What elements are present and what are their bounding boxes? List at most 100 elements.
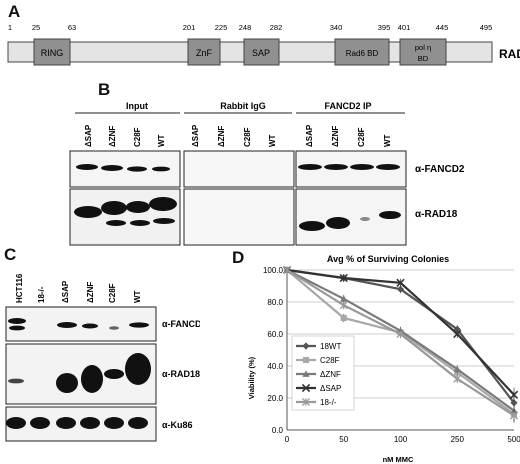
- legend-label-3: ΔSAP: [320, 384, 341, 393]
- znf-label: ZnF: [196, 48, 213, 58]
- b-lane-11: C28F: [357, 127, 366, 147]
- b-lane-10: ΔZNF: [331, 126, 340, 147]
- point-3-1: [339, 273, 348, 283]
- legend-entry-2: ΔZNF: [296, 370, 341, 379]
- legend-entry-4: 18-/-: [296, 397, 337, 407]
- b-lane-8: WT: [268, 134, 277, 147]
- pos-445: 445: [436, 23, 449, 32]
- pos-401: 401: [398, 23, 411, 32]
- pos-340: 340: [330, 23, 343, 32]
- point-0-4: [510, 399, 518, 407]
- y-axis-label: Viability (%): [247, 356, 256, 399]
- b-lane-3: C28F: [133, 127, 142, 147]
- x-tick-label-1: 50: [339, 435, 348, 444]
- point-3-4: [509, 390, 519, 399]
- pos-25: 25: [32, 23, 40, 32]
- y-tick-label-0: 0.0: [272, 426, 284, 435]
- rad6bd-label: Rad6 BD: [346, 49, 379, 58]
- survival-chart: Avg % of Surviving Colonies Viability (%…: [247, 254, 520, 464]
- polh-label-1: pol η: [415, 43, 431, 52]
- panel-b-blot: Input Rabbit IgG FANCD2 IP ΔSAP ΔZNF C28…: [69, 101, 465, 246]
- point-2-1: [340, 295, 348, 302]
- y-tick-label-2: 40.0: [267, 362, 283, 371]
- c-lane-3: ΔSAP: [61, 280, 70, 303]
- panel-d-letter: D: [232, 248, 245, 267]
- domain-diagram: 1 25 63 201 225 248 282 340 395 401 445 …: [7, 23, 520, 66]
- point-4-1: [339, 301, 348, 310]
- x-tick-label-2: 100: [394, 435, 408, 444]
- group-igg: Rabbit IgG: [220, 101, 266, 111]
- chart-title: Avg % of Surviving Colonies: [327, 254, 449, 264]
- legend-label-2: ΔZNF: [320, 370, 341, 379]
- c-row-fancd2: α-FANCD2: [162, 319, 200, 329]
- legend-label-1: C28F: [320, 356, 340, 365]
- polh-label-2: BD: [418, 54, 429, 63]
- pos-225: 225: [215, 23, 228, 32]
- y-tick-label-3: 60.0: [267, 330, 283, 339]
- c-lane-6: WT: [133, 290, 142, 303]
- legend-label-0: 18WT: [320, 342, 341, 351]
- b-lane-1: ΔSAP: [84, 124, 93, 147]
- y-tick-label-1: 20.0: [267, 394, 283, 403]
- legend-marker-1: [302, 356, 310, 364]
- point-4-4: [509, 411, 519, 420]
- legend-marker-0: [302, 342, 310, 350]
- pos-63: 63: [68, 23, 76, 32]
- group-ip: FANCD2 IP: [324, 101, 371, 111]
- y-tick-label-4: 80.0: [267, 298, 283, 307]
- c-lane-1: HCT116: [15, 273, 24, 303]
- point-2-3: [453, 365, 461, 373]
- legend-marker-3: [301, 383, 311, 393]
- c-lane-2: 18-/-: [37, 286, 46, 303]
- panel-a-letter: A: [8, 2, 21, 21]
- b-lane-2: ΔZNF: [108, 126, 117, 147]
- x-axis-label: nM MMC: [383, 455, 414, 464]
- legend-label-4: 18-/-: [320, 398, 337, 407]
- legend-entry-3: ΔSAP: [296, 383, 341, 393]
- polh-domain: [399, 38, 447, 66]
- panel-b-letter: B: [98, 80, 111, 99]
- series-4: [282, 265, 519, 423]
- b-lane-9: ΔSAP: [305, 124, 314, 147]
- legend-entry-1: C28F: [296, 356, 340, 365]
- sap-domain: [243, 38, 280, 66]
- b-row-rad18: α-RAD18: [415, 209, 458, 220]
- b-lane-12: WT: [383, 134, 392, 147]
- x-tick-label-3: 250: [451, 435, 465, 444]
- legend-entry-0: 18WT: [296, 342, 341, 351]
- pos-395: 395: [378, 23, 391, 32]
- b-lane-7: C28F: [243, 127, 252, 147]
- position-labels: 1 25 63 201 225 248 282 340 395 401 445 …: [8, 23, 492, 32]
- ring-domain: [33, 38, 71, 66]
- b-lane-6: ΔZNF: [217, 126, 226, 147]
- b-lane-5: ΔSAP: [191, 124, 200, 147]
- c-row-rad18: α-RAD18: [162, 369, 200, 379]
- point-4-0: [282, 265, 292, 275]
- panel-c-letter: C: [4, 245, 17, 264]
- point-3-2: [396, 278, 405, 287]
- b-lane-4: WT: [157, 134, 166, 147]
- point-4-2: [396, 329, 405, 339]
- pos-282: 282: [270, 23, 283, 32]
- znf-domain: [187, 38, 221, 66]
- rad6bd-domain: [334, 38, 390, 66]
- point-1-1: [340, 314, 347, 322]
- panel-c-blot: HCT116 18-/- ΔSAP ΔZNF C28F WT α-FANCD2 …: [5, 273, 200, 442]
- pos-1: 1: [8, 23, 12, 32]
- x-tick-label-0: 0: [285, 435, 290, 444]
- pos-248: 248: [239, 23, 252, 32]
- x-tick-label-4: 500: [507, 435, 520, 444]
- point-0-2: [396, 285, 405, 293]
- protein-name: RAD18: [499, 47, 520, 61]
- c-lane-5: C28F: [108, 283, 117, 303]
- c-row-ku86: α-Ku86: [162, 420, 193, 430]
- legend-marker-4: [301, 397, 311, 407]
- legend-marker-2: [302, 370, 310, 377]
- pos-201: 201: [183, 23, 196, 32]
- point-3-3: [453, 329, 462, 339]
- b-row-fancd2: α-FANCD2: [415, 164, 465, 175]
- point-4-3: [453, 374, 462, 383]
- ring-label: RING: [41, 48, 64, 58]
- c-lane-4: ΔZNF: [86, 282, 95, 303]
- group-input: Input: [126, 101, 148, 111]
